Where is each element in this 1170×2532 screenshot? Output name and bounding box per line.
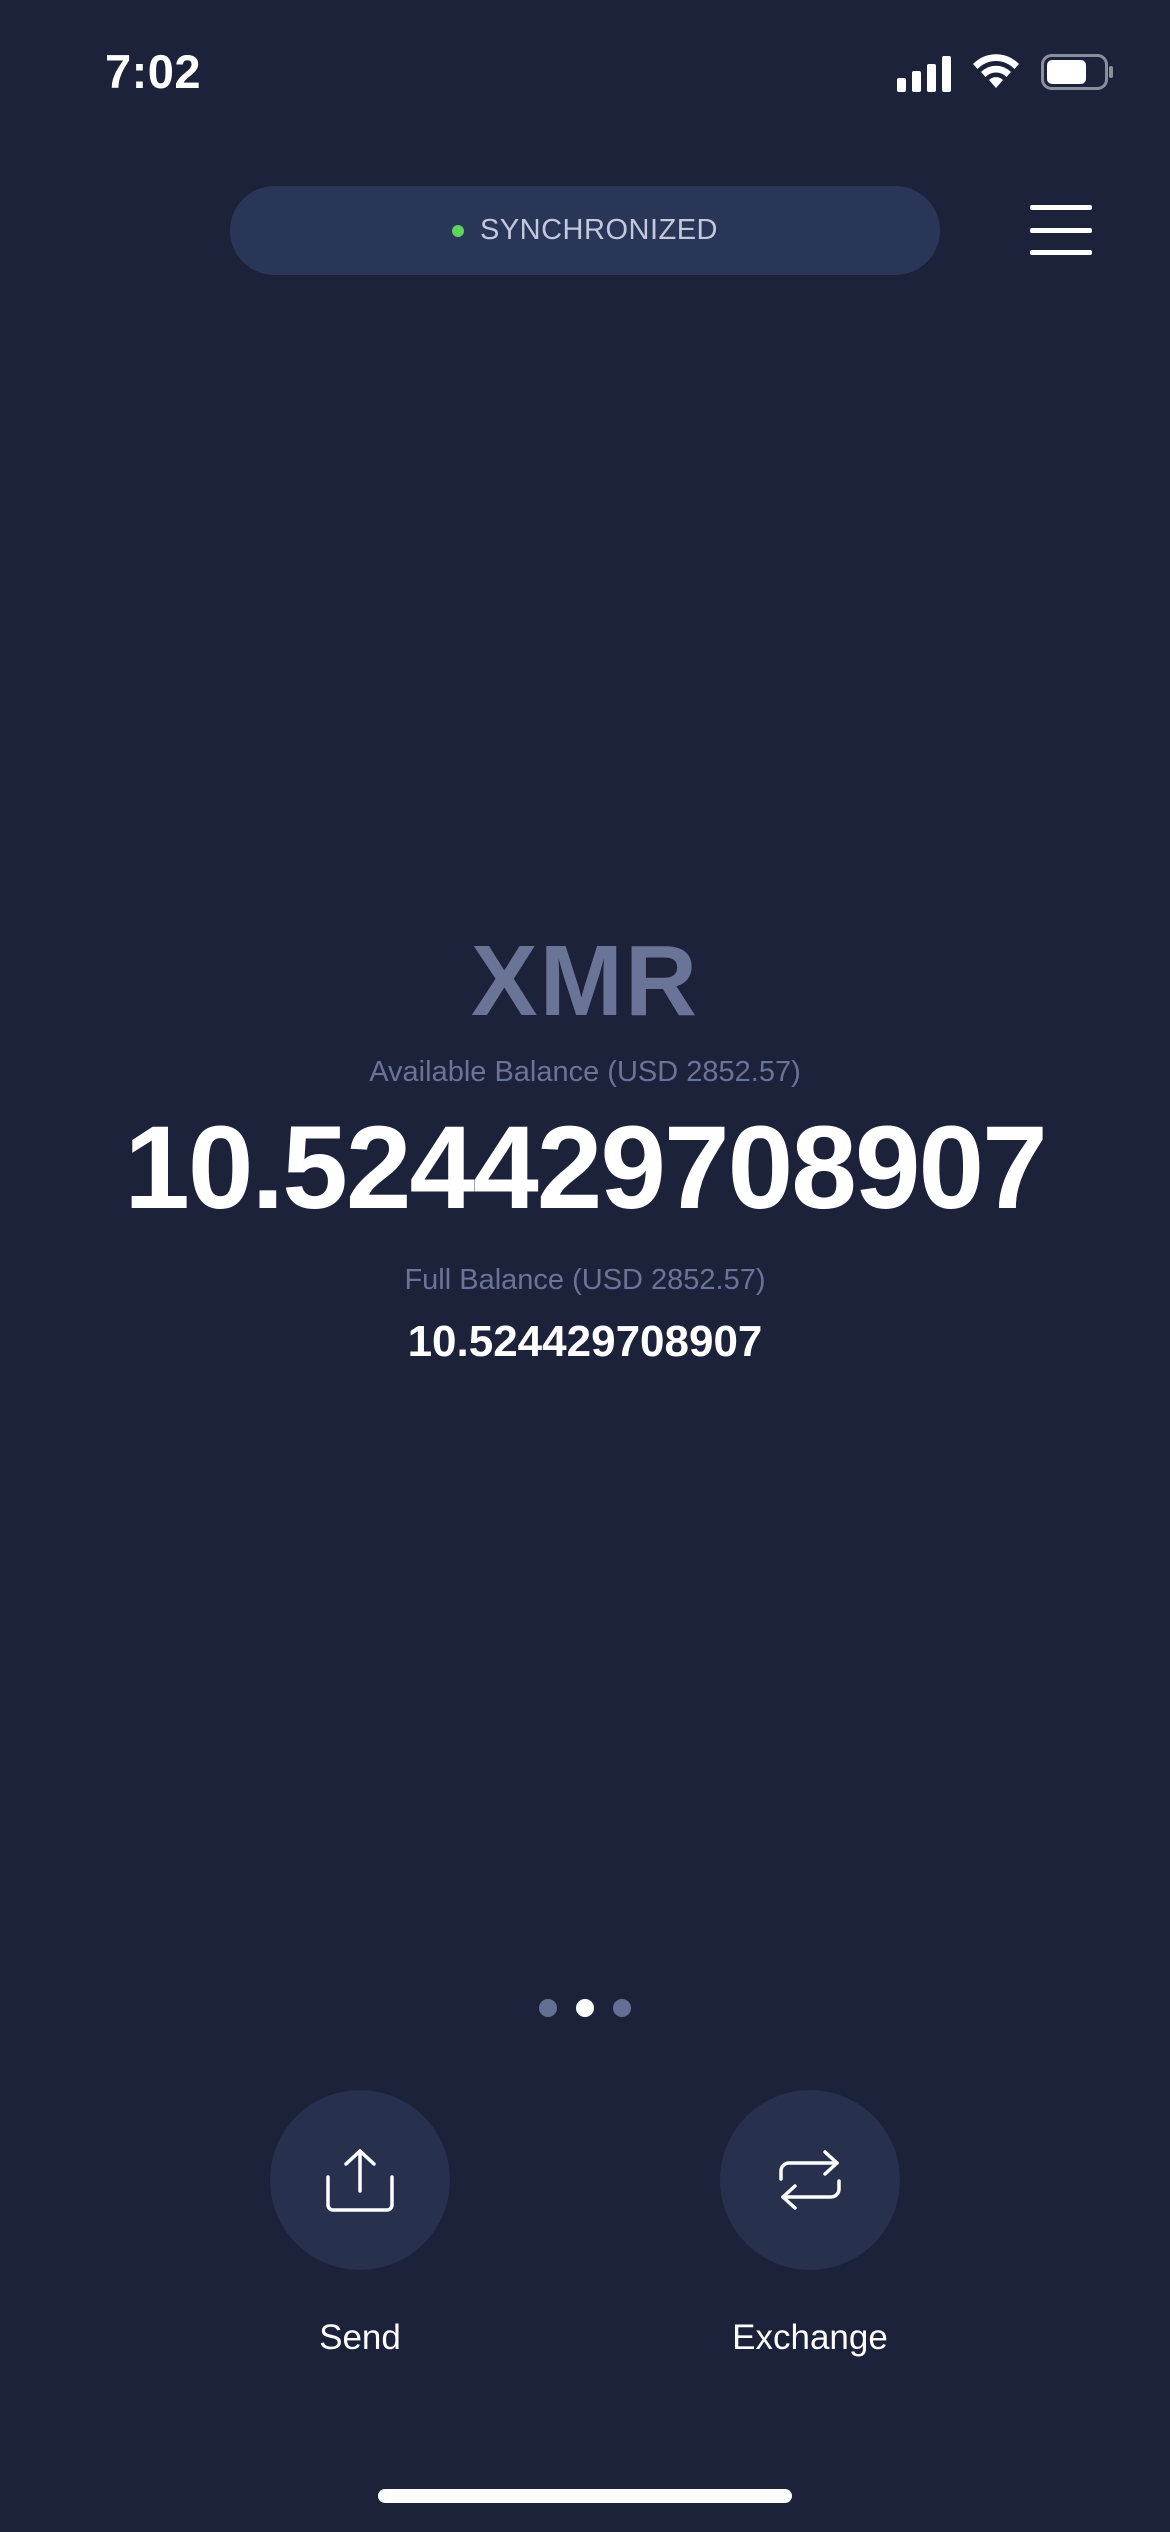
exchange-button[interactable]: [720, 2090, 900, 2270]
currency-title: XMR: [470, 925, 700, 1037]
send-label: Send: [319, 2318, 401, 2357]
sync-status-dot: [451, 224, 464, 237]
page-dot[interactable]: [576, 1999, 594, 2017]
full-balance-label: Full Balance (USD 2852.57): [404, 1264, 766, 1296]
send-button[interactable]: [270, 2090, 450, 2270]
hamburger-menu-icon[interactable]: [1030, 205, 1092, 255]
page-indicator: [0, 1999, 1170, 2017]
exchange-arrows-icon: [779, 2150, 841, 2210]
balance-block: XMR Available Balance (USD 2852.57) 10.5…: [0, 920, 1170, 1370]
wifi-icon: [973, 54, 1019, 88]
status-bar: 7:02: [0, 0, 1170, 150]
page-dot[interactable]: [539, 1999, 557, 2017]
full-balance-amount: 10.524429708907: [407, 1317, 763, 1366]
available-balance-amount: 10.524429708907: [124, 1102, 1048, 1234]
exchange-action: Exchange: [720, 2090, 900, 2357]
upload-icon: [326, 2149, 394, 2212]
status-time: 7:02: [105, 45, 202, 98]
signal-icon: [897, 52, 951, 92]
available-balance-label: Available Balance (USD 2852.57): [369, 1056, 801, 1088]
home-indicator[interactable]: [378, 2489, 792, 2503]
exchange-label: Exchange: [732, 2318, 888, 2357]
page-dot[interactable]: [613, 1999, 631, 2017]
send-action: Send: [270, 2090, 450, 2357]
status-icons: [897, 52, 1115, 92]
battery-icon: [1041, 54, 1113, 90]
sync-status-label: SYNCHRONIZED: [479, 214, 718, 246]
sync-status-pill: SYNCHRONIZED: [230, 186, 940, 275]
